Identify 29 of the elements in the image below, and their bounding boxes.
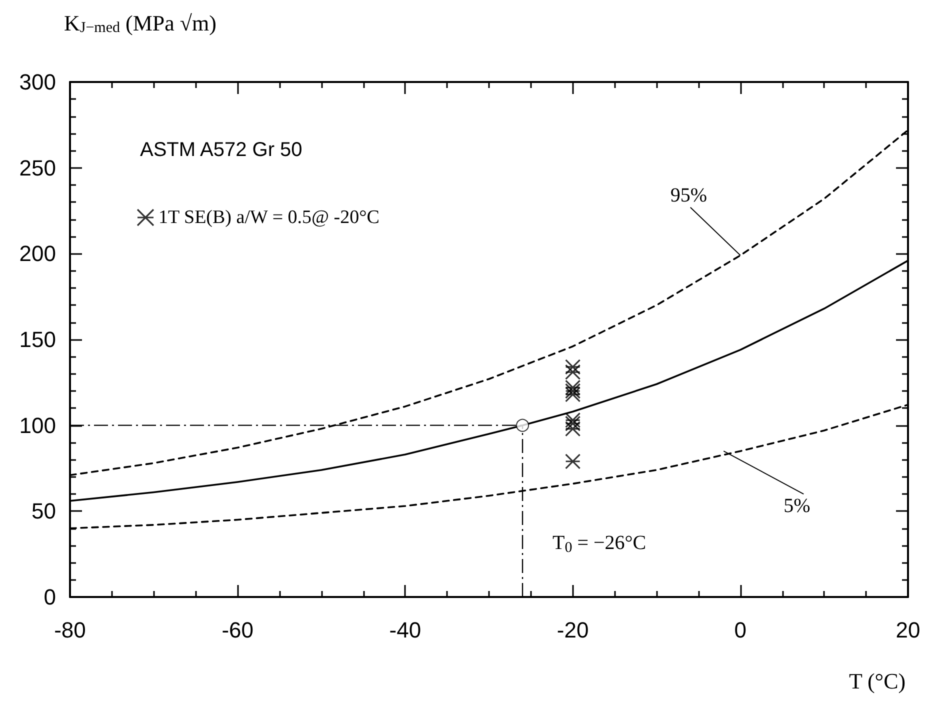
y-tick-label: 0 [44,584,56,610]
y-tick-label: 150 [19,327,56,352]
point [565,420,581,437]
y-tick-label: 100 [19,412,56,438]
x-tick-label: -20 [556,618,589,642]
x-tick-label: 20 [896,618,920,642]
y-tick-label: 200 [19,241,56,266]
point [565,412,581,428]
point [565,416,581,432]
y-tick-label: 300 [19,70,56,94]
annotation: 5% [784,495,810,518]
point [565,364,581,380]
point [565,383,581,399]
x-tick-label: -60 [222,618,254,642]
x-axis-title: T (°C) [848,668,906,694]
point [565,380,581,396]
annotation: 95% [670,184,708,206]
x-tick-label: -80 [54,618,86,642]
y-axis-title: KJ−med (MPa √m) [64,10,216,36]
y-tick-label: 250 [19,155,56,180]
x-tick-label: -40 [389,618,422,642]
point [565,359,581,375]
point [565,386,581,402]
text: ASTM A572 Gr 50 [140,139,302,161]
y-tick-label: 50 [32,498,56,524]
point [565,454,581,470]
point [516,418,530,432]
legend-label: 1T SE(B) a/W = 0.5@ -20°C [158,207,380,228]
x-tick-label: 0 [734,618,747,642]
